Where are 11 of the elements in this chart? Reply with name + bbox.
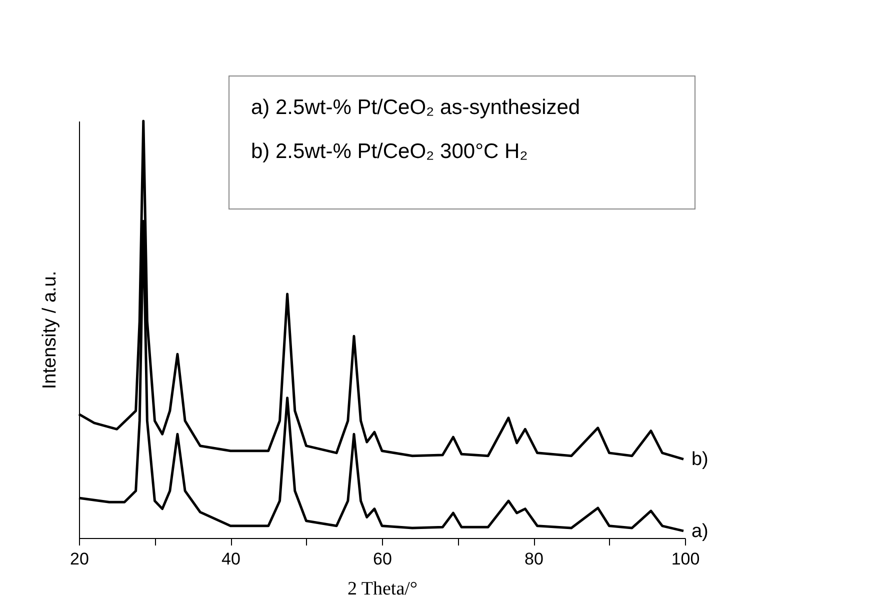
- annotation: b) 2.5wt-% Pt/CeO₂ 300°C H₂: [251, 140, 528, 163]
- x-tick-label: 60: [373, 550, 392, 568]
- x-tick-label: 20: [70, 550, 89, 568]
- x-tick-label: 40: [222, 550, 240, 568]
- x-tick-label: 100: [671, 550, 700, 568]
- series-label: b): [691, 449, 708, 470]
- y-axis-title: Intensity / a.u.: [40, 270, 60, 390]
- series-label: a): [691, 520, 708, 542]
- x-tick-label: 80: [524, 550, 544, 568]
- x-axis-title: 2 Theta/°: [347, 578, 418, 600]
- text: a) 2.5wt-% Pt/CeO₂ as-synthesized: [251, 96, 580, 119]
